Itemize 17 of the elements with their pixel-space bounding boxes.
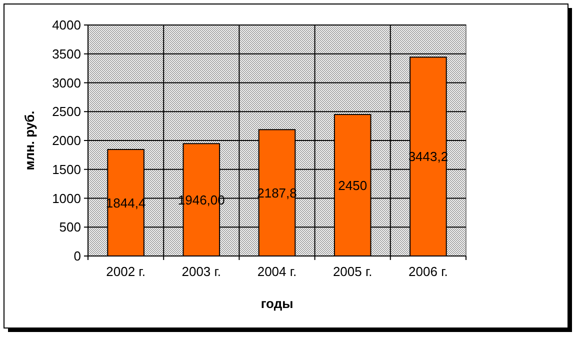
y-tick-label: 3500	[52, 46, 81, 62]
y-tick-label: 3000	[52, 75, 81, 90]
x-tick-label: 2003 г.	[182, 264, 222, 279]
x-tick-label: 2002 г.	[106, 264, 146, 279]
y-tick-label: 1500	[52, 162, 81, 177]
data-label: 2450	[338, 178, 368, 193]
x-tick-label: 2006 г.	[408, 264, 448, 279]
y-tick-label: 2500	[52, 104, 81, 120]
y-tick-label: 4000	[52, 18, 81, 33]
x-axis-title: годы	[260, 296, 294, 311]
x-tick-label: 2005 г.	[332, 264, 372, 279]
y-tick-label: 0	[74, 248, 81, 264]
y-tick-label: 2000	[52, 133, 81, 148]
y-tick-label: 1000	[52, 190, 81, 206]
y-tick-label: 500	[59, 220, 81, 235]
y-axis-title: млн. руб.	[22, 110, 37, 170]
x-tick-label: 2004 г.	[257, 264, 297, 279]
